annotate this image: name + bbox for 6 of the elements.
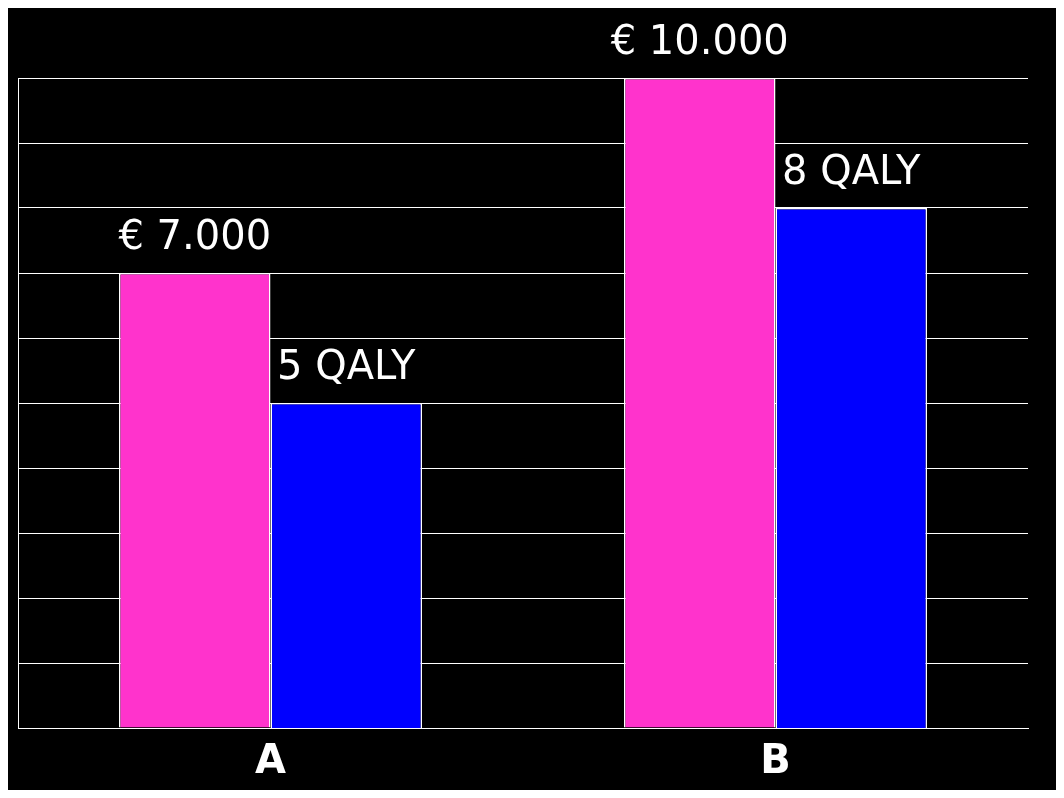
- data-label: € 10.000: [610, 17, 789, 64]
- x-tick-label: B: [760, 736, 791, 783]
- data-label: 5 QALY: [277, 342, 417, 389]
- data-label: 8 QALY: [782, 147, 922, 194]
- x-tick-label: A: [255, 736, 287, 783]
- data-label: € 7.000: [118, 212, 272, 259]
